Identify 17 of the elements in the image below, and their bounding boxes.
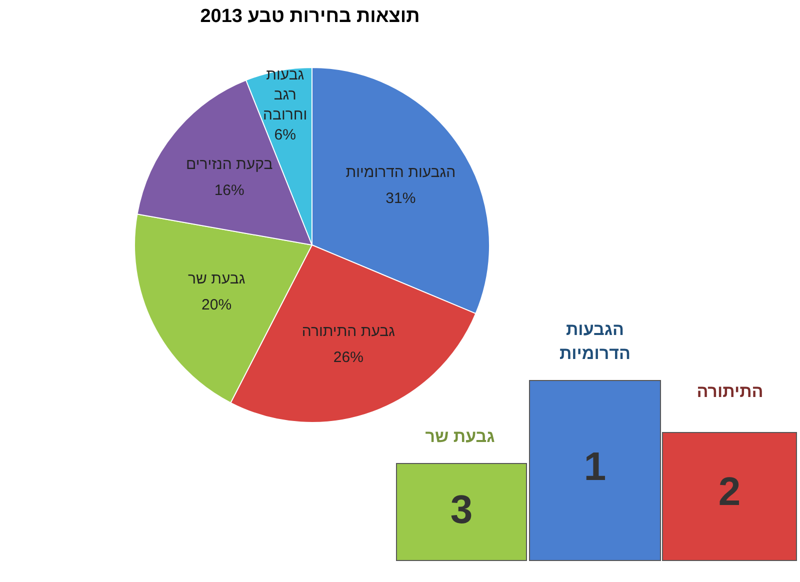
text: התיתורה [696, 381, 764, 403]
slice-label: גבעת התיתורה [302, 323, 395, 340]
data-label: 6% [274, 126, 296, 144]
slice-label: גבעות רגב וחרובה [263, 66, 308, 124]
chart-title: תוצאות בחירות טבע 2013 [199, 6, 421, 28]
text: גבעת שר [424, 426, 496, 448]
data-label: 20% [202, 296, 232, 314]
slice-label: בקעת הנזירים [186, 156, 273, 173]
text: הגבעות הדרומיות [558, 319, 632, 365]
slice-label: הגבעות הדרומיות [346, 164, 456, 182]
data-label: 31% [386, 190, 416, 208]
text: 3 [449, 488, 474, 533]
data-label: 16% [214, 182, 244, 199]
data-label: 26% [333, 349, 364, 366]
text: 1 [582, 445, 608, 490]
text: 2 [717, 470, 742, 515]
slice-label: גבעת שר [188, 270, 246, 288]
